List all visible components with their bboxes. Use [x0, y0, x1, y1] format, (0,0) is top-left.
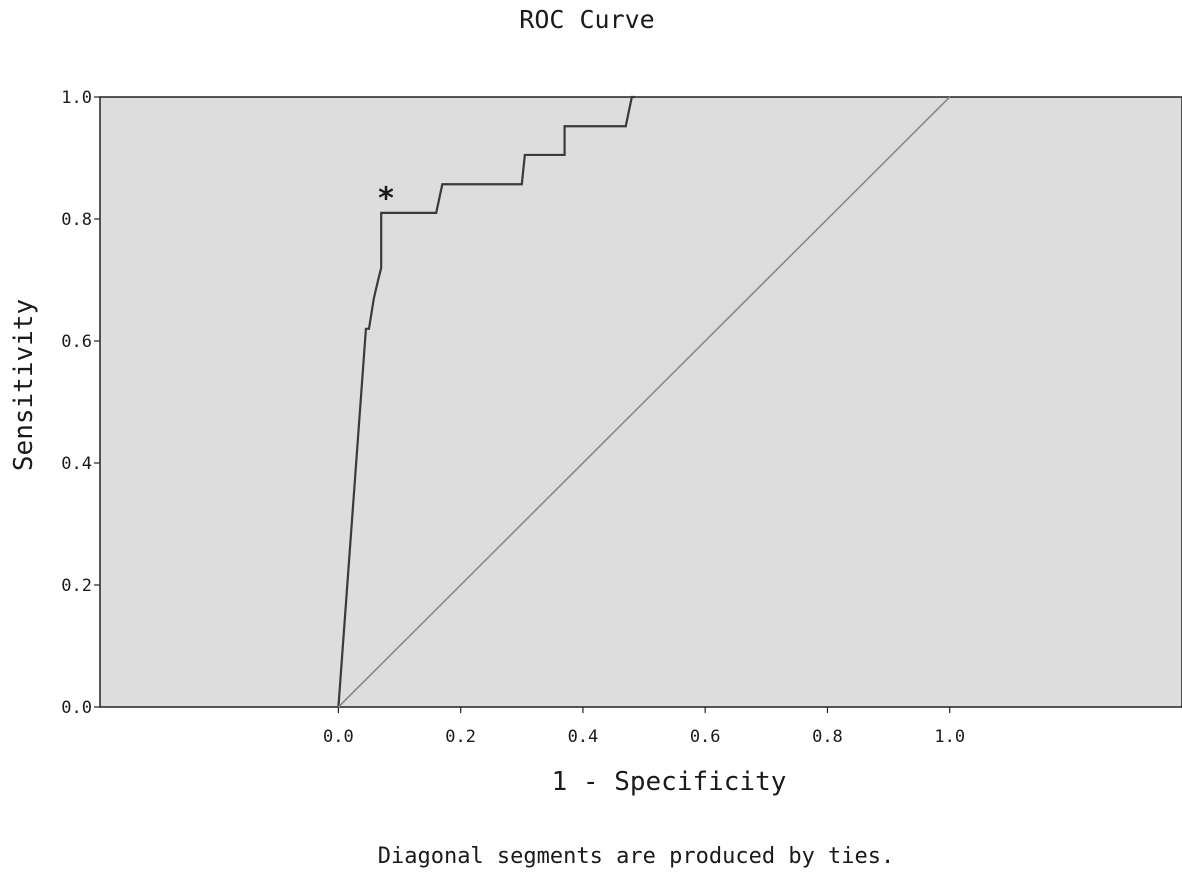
x-tick-label: 0.0 [323, 727, 354, 747]
x-tick-label: 1.0 [934, 727, 965, 747]
x-tick-label: 0.2 [445, 727, 476, 747]
y-tick-label: 0.2 [61, 576, 92, 596]
chart-title: ROC Curve [519, 5, 654, 34]
y-tick-label: 0.8 [61, 210, 92, 230]
x-tick-label: 0.4 [568, 727, 599, 747]
y-tick-label: 1.0 [61, 88, 92, 108]
y-tick-label: 0.4 [61, 454, 92, 474]
x-tick-label: 0.6 [690, 727, 721, 747]
y-axis-label: Sensitivity [9, 299, 39, 471]
x-axis: 0.0 0.2 0.4 0.6 0.8 1.0 [323, 707, 965, 747]
roc-curve-line [337, 95, 635, 708]
reference-diagonal-line [337, 96, 951, 708]
x-axis-label: 1 - Specificity [552, 767, 787, 797]
y-tick-label: 0.6 [61, 332, 92, 352]
optimal-cutoff-marker: * [377, 182, 395, 217]
x-tick-label: 0.8 [812, 727, 843, 747]
y-tick-label: 0.0 [61, 698, 92, 718]
y-axis: 0.0 0.2 0.4 0.6 0.8 1.0 [61, 88, 100, 718]
series-layer [337, 95, 951, 708]
chart-footnote: Diagonal segments are produced by ties. [378, 844, 895, 869]
annotation-layer: * [377, 182, 395, 217]
plot-area [99, 96, 1182, 708]
